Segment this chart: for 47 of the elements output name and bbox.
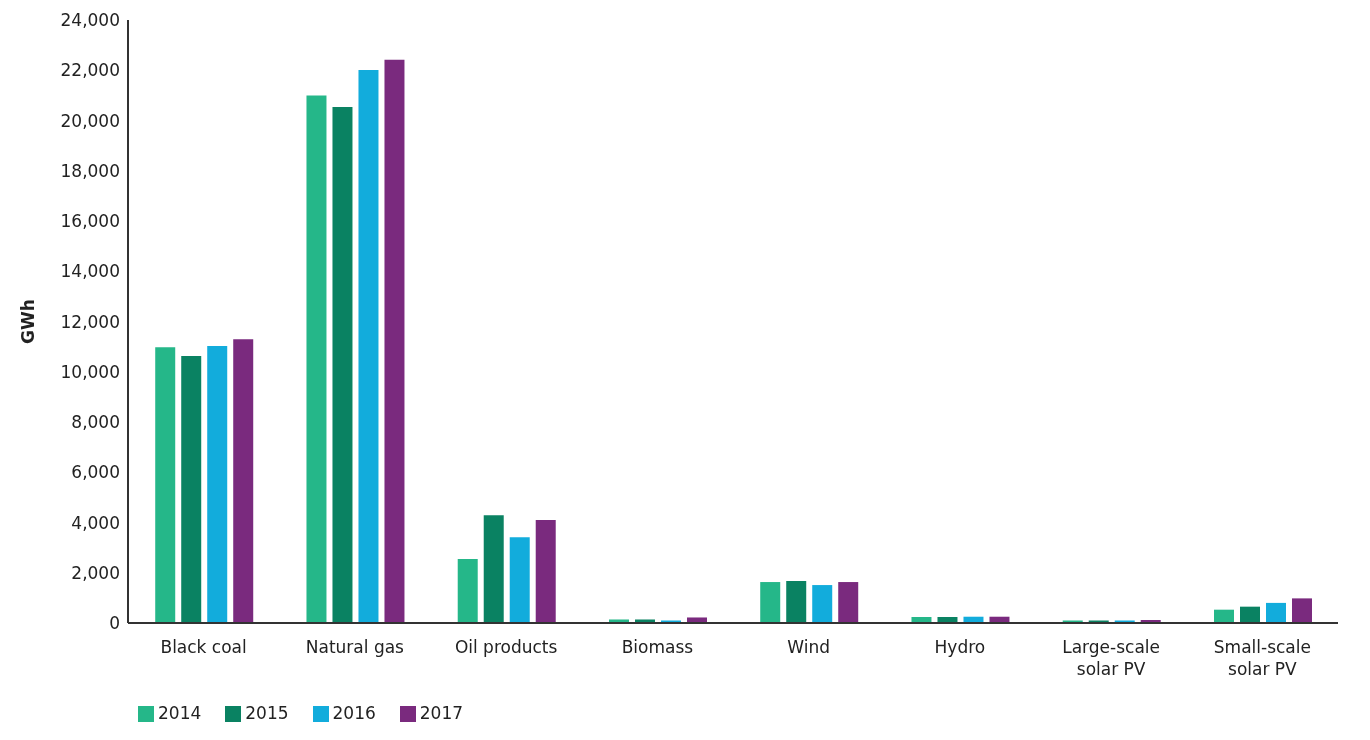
bar bbox=[686, 617, 707, 623]
bar bbox=[332, 106, 353, 623]
legend-label: 2016 bbox=[332, 703, 376, 723]
legend-label: 2015 bbox=[245, 703, 289, 723]
bar bbox=[509, 537, 530, 623]
y-tick-label: 12,000 bbox=[60, 311, 120, 332]
bar bbox=[306, 95, 327, 623]
bar bbox=[838, 582, 859, 623]
y-tick-label: 6,000 bbox=[71, 462, 120, 483]
bar bbox=[483, 515, 504, 623]
bar bbox=[358, 70, 379, 623]
bar bbox=[1291, 598, 1312, 623]
bar bbox=[786, 581, 807, 623]
x-tick-label: Oil products bbox=[454, 637, 558, 657]
bar bbox=[1265, 602, 1286, 623]
bar bbox=[760, 582, 781, 623]
y-tick-label: 10,000 bbox=[60, 361, 120, 382]
bar bbox=[384, 59, 405, 623]
bar bbox=[155, 347, 176, 623]
legend-label: 2014 bbox=[158, 703, 202, 723]
bar bbox=[1239, 606, 1260, 623]
bar bbox=[233, 339, 254, 623]
y-tick-label: 0 bbox=[109, 613, 120, 634]
x-tick-label: Black coal bbox=[160, 637, 247, 657]
y-tick-label: 4,000 bbox=[71, 512, 120, 533]
legend-label: 2017 bbox=[419, 703, 464, 723]
x-tick-label: Biomass bbox=[621, 637, 694, 657]
bar bbox=[535, 519, 556, 623]
y-tick-label: 18,000 bbox=[60, 160, 120, 181]
x-tick-label: Small-scale solar PV bbox=[1213, 637, 1311, 679]
y-tick-label: 16,000 bbox=[60, 211, 120, 232]
y-tick-label: 14,000 bbox=[60, 261, 120, 282]
bar bbox=[457, 558, 478, 623]
y-tick-label: 2,000 bbox=[71, 562, 120, 583]
y-tick-label: 8,000 bbox=[71, 412, 120, 433]
y-axis-title: GWh bbox=[18, 299, 39, 344]
y-tick-label: 22,000 bbox=[60, 60, 120, 81]
bar bbox=[812, 585, 833, 623]
x-tick-label: Large-scale solar PV bbox=[1062, 637, 1161, 679]
y-tick-label: 24,000 bbox=[60, 10, 120, 31]
x-tick-label: Natural gas bbox=[305, 637, 405, 657]
bar bbox=[1213, 609, 1234, 623]
bar bbox=[207, 346, 228, 623]
bar bbox=[181, 355, 202, 623]
y-tick-label: 20,000 bbox=[60, 110, 120, 131]
x-tick-label: Hydro bbox=[934, 637, 986, 657]
x-tick-label: Wind bbox=[787, 637, 830, 657]
